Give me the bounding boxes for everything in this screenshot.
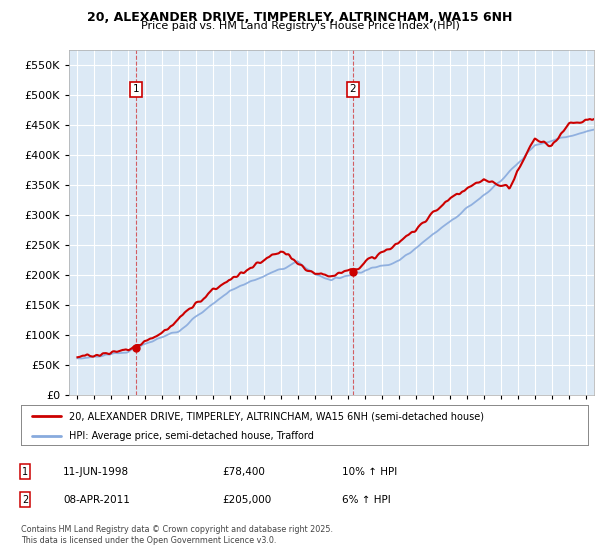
Text: Price paid vs. HM Land Registry's House Price Index (HPI): Price paid vs. HM Land Registry's House …: [140, 21, 460, 31]
Text: 08-APR-2011: 08-APR-2011: [63, 494, 130, 505]
Text: 2: 2: [22, 494, 28, 505]
Text: 10% ↑ HPI: 10% ↑ HPI: [342, 466, 397, 477]
Text: £78,400: £78,400: [222, 466, 265, 477]
Text: £205,000: £205,000: [222, 494, 271, 505]
Text: 20, ALEXANDER DRIVE, TIMPERLEY, ALTRINCHAM, WA15 6NH (semi-detached house): 20, ALEXANDER DRIVE, TIMPERLEY, ALTRINCH…: [69, 411, 484, 421]
Text: 2: 2: [350, 85, 356, 94]
Text: Contains HM Land Registry data © Crown copyright and database right 2025.
This d: Contains HM Land Registry data © Crown c…: [21, 525, 333, 545]
Text: HPI: Average price, semi-detached house, Trafford: HPI: Average price, semi-detached house,…: [69, 431, 314, 441]
Text: 6% ↑ HPI: 6% ↑ HPI: [342, 494, 391, 505]
Text: 20, ALEXANDER DRIVE, TIMPERLEY, ALTRINCHAM, WA15 6NH: 20, ALEXANDER DRIVE, TIMPERLEY, ALTRINCH…: [88, 11, 512, 24]
Text: 1: 1: [133, 85, 139, 94]
Text: 11-JUN-1998: 11-JUN-1998: [63, 466, 129, 477]
Text: 1: 1: [22, 466, 28, 477]
